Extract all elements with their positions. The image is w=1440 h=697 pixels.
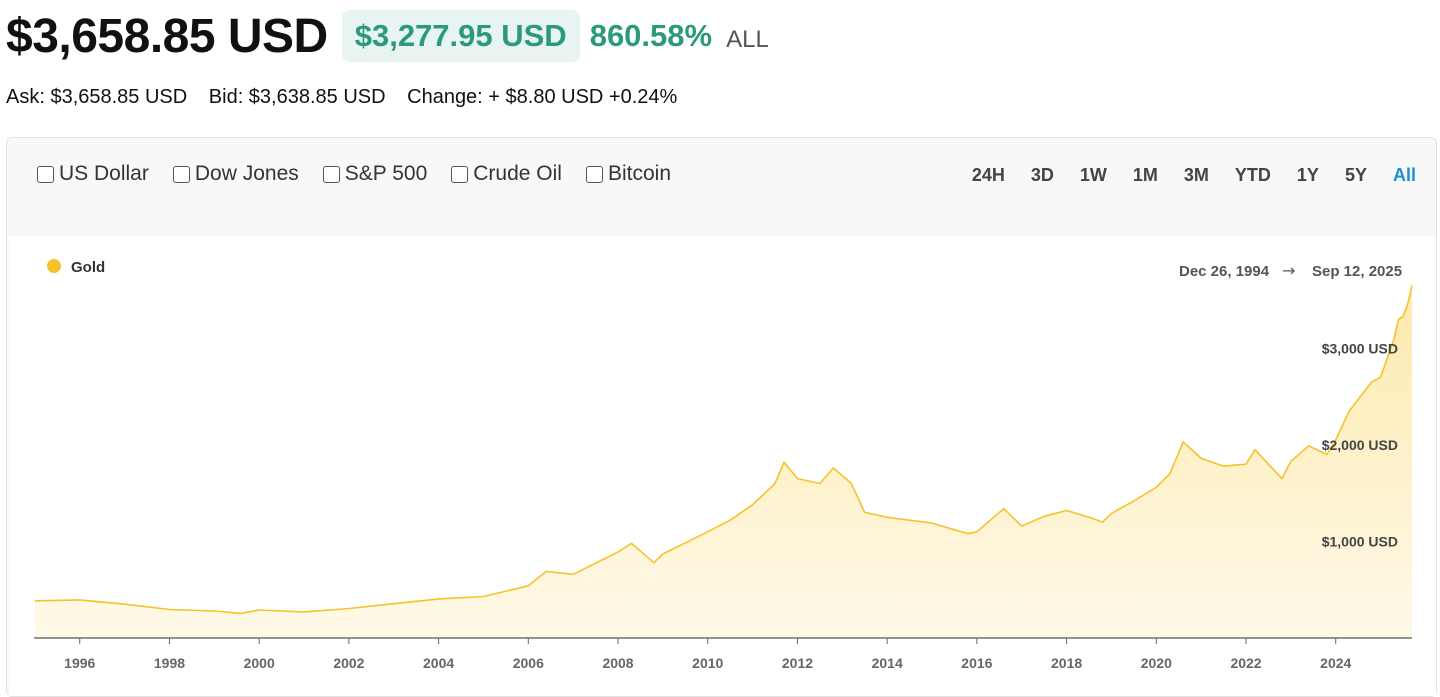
sp500-checkbox[interactable] [322, 165, 340, 183]
dow-jones-checkbox[interactable] [172, 165, 190, 183]
y-tick-label: $1,000 USD [1322, 533, 1398, 549]
price-header: $3,658.85 USD $3,277.95 USD 860.58% ALL [6, 6, 769, 66]
x-tick-label: 2004 [423, 655, 454, 671]
x-tick-label: 2024 [1320, 655, 1351, 671]
range-1y[interactable]: 1Y [1296, 165, 1319, 185]
compare-bitcoin[interactable]: Bitcoin [585, 162, 671, 186]
y-axis-ticks: $1,000 USD $2,000 USD $3,000 USD [1322, 340, 1398, 549]
x-tick-label: 2014 [872, 655, 903, 671]
date-range-start: Dec 26, 1994 [1179, 263, 1270, 280]
y-tick-label: $3,000 USD [1322, 340, 1398, 356]
compare-options: US Dollar Dow Jones S&P 500 Crude Oil Bi… [37, 162, 695, 186]
date-range-end: Sep 12, 2025 [1312, 263, 1402, 280]
x-tick-label: 2010 [692, 655, 723, 671]
y-tick-label: $2,000 USD [1322, 437, 1398, 453]
arrow-right-icon: → [1282, 261, 1295, 280]
compare-dow-jones[interactable]: Dow Jones [172, 162, 299, 186]
bitcoin-checkbox[interactable] [585, 165, 603, 183]
gold-area-fill [34, 285, 1412, 638]
x-tick-label: 2020 [1141, 655, 1172, 671]
compare-us-dollar[interactable]: US Dollar [37, 162, 149, 186]
x-tick-label: 2018 [1051, 655, 1082, 671]
current-price: $3,658.85 USD [6, 9, 328, 63]
x-tick-label: 1996 [64, 655, 95, 671]
gold-price-line [34, 285, 1413, 615]
compare-label: Bitcoin [607, 162, 671, 185]
gold-price-chart: Gold Dec 26, 1994 → Sep 12, 2025 $1,000 … [34, 259, 1413, 671]
compare-sp500[interactable]: S&P 500 [322, 162, 428, 186]
legend-swatch [47, 259, 61, 273]
x-tick-label: 2002 [333, 655, 364, 671]
range-3d[interactable]: 3D [1030, 165, 1054, 185]
price-change-percent: 860.58% [589, 18, 713, 53]
time-range-tabs: 24H 3D 1W 1M 3M YTD 1Y 5Y All [946, 165, 1416, 186]
chart-panel: US Dollar Dow Jones S&P 500 Crude Oil Bi… [6, 137, 1437, 697]
compare-label: Dow Jones [194, 162, 299, 185]
range-3m[interactable]: 3M [1183, 165, 1209, 185]
x-tick-label: 2022 [1230, 655, 1261, 671]
x-tick-label: 2006 [513, 655, 544, 671]
crude-oil-checkbox[interactable] [451, 165, 469, 183]
compare-label: Crude Oil [473, 162, 562, 185]
x-axis-ticks: 1996 1998 2000 2002 2004 2006 2008 2010 2012 2014… [64, 638, 1352, 671]
x-tick-label: 2016 [961, 655, 992, 671]
range-all[interactable]: All [1392, 165, 1416, 185]
quote-line: Ask: $3,658.85 USD Bid: $3,638.85 USD Ch… [6, 86, 693, 109]
compare-crude-oil[interactable]: Crude Oil [451, 162, 562, 186]
bid-price: Bid: $3,638.85 USD [208, 86, 386, 108]
range-5y[interactable]: 5Y [1344, 165, 1367, 185]
x-tick-label: 2012 [782, 655, 813, 671]
daily-change: Change: + $8.80 USD +0.24% [407, 86, 678, 108]
x-tick-label: 2008 [602, 655, 633, 671]
period-label: ALL [726, 26, 769, 53]
compare-label: US Dollar [59, 162, 149, 185]
range-24h[interactable]: 24H [971, 165, 1005, 185]
price-change-badge: $3,277.95 USD [341, 10, 580, 62]
x-tick-label: 2000 [244, 655, 275, 671]
legend-label: Gold [71, 259, 105, 276]
range-ytd[interactable]: YTD [1234, 165, 1271, 185]
us-dollar-checkbox[interactable] [37, 165, 54, 183]
ask-price: Ask: $3,658.85 USD [6, 86, 188, 108]
range-1w[interactable]: 1W [1079, 165, 1107, 185]
chart-area: Gold Dec 26, 1994 → Sep 12, 2025 $1,000 … [9, 236, 1436, 696]
x-tick-label: 1998 [154, 655, 185, 671]
compare-label: S&P 500 [344, 162, 428, 185]
range-1m[interactable]: 1M [1132, 165, 1158, 185]
